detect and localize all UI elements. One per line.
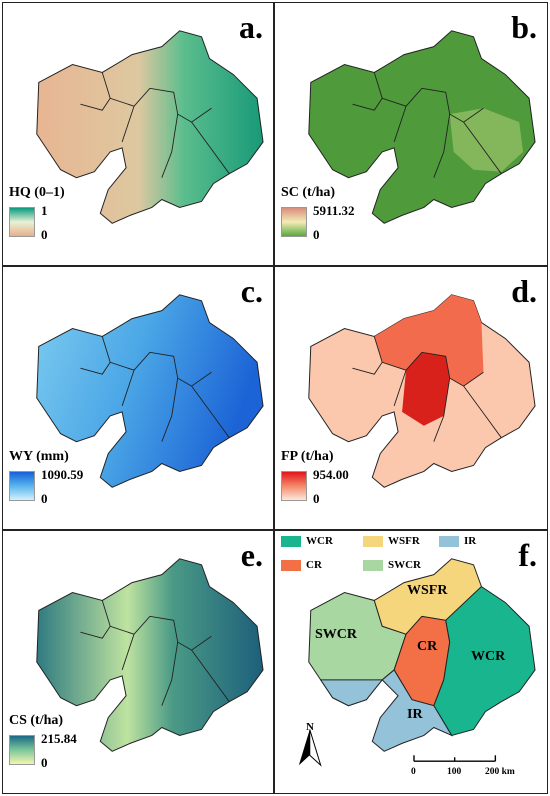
map-hq xyxy=(36,30,264,224)
panel-hq: a. HQ (0–1) 1 0 xyxy=(2,2,274,266)
legend-item-ir: IR xyxy=(439,535,476,547)
panel-letter: b. xyxy=(511,9,537,45)
legend-label: CR xyxy=(306,559,322,571)
scale-tick: 200 km xyxy=(485,767,515,777)
legend-title: CS (t/ha) xyxy=(9,713,64,728)
legend-min: 0 xyxy=(41,491,48,506)
panel-cs: e. CS (t/ha) 215.84 0 xyxy=(2,530,274,794)
legend-label: WCR xyxy=(306,535,333,547)
panel-fp: d. FP (t/ha) 954.00 0 xyxy=(274,266,548,530)
map-fp xyxy=(308,294,536,488)
map-cs xyxy=(36,558,264,752)
color-ramp xyxy=(281,207,307,237)
swatch xyxy=(281,559,301,571)
legend-title: WY (mm) xyxy=(9,449,69,464)
region-label-cr: CR xyxy=(417,639,438,654)
panel-letter: c. xyxy=(240,273,263,309)
legend-title: SC (t/ha) xyxy=(281,185,336,200)
map-sc xyxy=(308,30,536,224)
scale-bar xyxy=(413,755,497,762)
color-ramp xyxy=(9,471,35,501)
legend-label: WSFR xyxy=(388,535,420,547)
region-label-ir: IR xyxy=(407,707,423,722)
legend-max: 1090.59 xyxy=(41,467,84,482)
color-ramp xyxy=(9,207,35,237)
legend-min: 0 xyxy=(41,755,48,770)
panel-wy: c. WY (mm) 1090.59 0 xyxy=(2,266,274,530)
legend-item-wsfr: WSFR xyxy=(363,535,420,547)
panel-sc: b. SC (t/ha) 5911.32 0 xyxy=(274,2,548,266)
map-wy xyxy=(36,294,264,488)
panel-letter: a. xyxy=(239,9,263,45)
swatch xyxy=(439,535,459,547)
panel-letter: e. xyxy=(240,537,263,573)
color-ramp xyxy=(9,735,35,765)
legend-item-wcr: WCR xyxy=(281,535,333,547)
scale-tick: 0 xyxy=(411,767,416,777)
swatch xyxy=(363,559,383,571)
legend-max: 5911.32 xyxy=(313,203,355,218)
panel-letter: d. xyxy=(511,273,537,309)
legend-item-cr: CR xyxy=(281,559,322,571)
zone-legend: WCR WSFR IR CR SWCR xyxy=(281,535,481,581)
legend-max: 215.84 xyxy=(41,731,77,746)
legend-title: HQ (0–1) xyxy=(9,185,65,200)
north-label: N xyxy=(306,721,314,733)
legend-min: 0 xyxy=(313,491,320,506)
swatch xyxy=(363,535,383,547)
north-arrow xyxy=(298,729,322,767)
map-zones xyxy=(298,558,536,767)
region-label-wcr: WCR xyxy=(471,649,506,664)
region-label-wsfr: WSFR xyxy=(407,583,448,598)
legend-item-swcr: SWCR xyxy=(363,559,421,571)
region-label-swcr: SWCR xyxy=(315,627,358,642)
legend-title: FP (t/ha) xyxy=(281,449,334,464)
legend-min: 0 xyxy=(41,227,48,242)
swatch xyxy=(281,535,301,547)
panel-zones: f. WCR WSFR IR CR SWCR WSFR SWCR CR WCR … xyxy=(274,530,548,794)
legend-label: IR xyxy=(464,535,477,547)
panel-letter: f. xyxy=(518,537,537,573)
legend-max: 954.00 xyxy=(313,467,349,482)
scale-tick: 100 xyxy=(447,767,462,777)
legend-max: 1 xyxy=(41,203,48,218)
color-ramp xyxy=(281,471,307,501)
legend-min: 0 xyxy=(313,227,320,242)
legend-label: SWCR xyxy=(388,559,422,571)
